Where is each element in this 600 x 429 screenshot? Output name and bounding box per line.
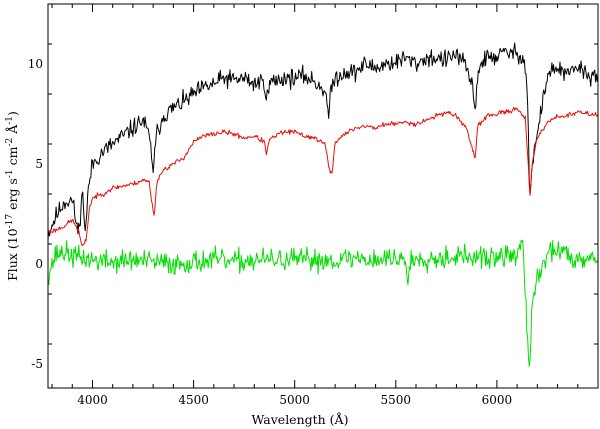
y-axis-title-exp4: -1 xyxy=(5,116,15,125)
plot-frame xyxy=(47,3,599,389)
observed-spectrum-line xyxy=(47,42,599,240)
residual-spectrum-line xyxy=(47,239,599,367)
x-tick-label: 5500 xyxy=(381,393,412,407)
series-group xyxy=(47,42,599,367)
y-axis: -5 0 5 10 xyxy=(28,43,598,371)
x-axis: 4000 4500 5000 5500 6000 xyxy=(51,4,599,407)
x-tick-label: 4500 xyxy=(178,393,209,407)
y-axis-title-end: ) xyxy=(5,111,20,116)
y-tick-label: 10 xyxy=(28,57,43,71)
y-axis-title-exp1: -17 xyxy=(5,214,15,229)
x-tick-label: 5000 xyxy=(279,393,310,407)
y-axis-title: Flux (10-17 erg s-1 cm-2 Å-1) xyxy=(5,111,20,281)
y-tick-label: 0 xyxy=(35,257,43,271)
y-axis-title-exp2: -1 xyxy=(5,169,15,178)
y-tick-label: 5 xyxy=(35,157,43,171)
y-axis-title-mid3: Å xyxy=(5,124,20,138)
y-tick-label: -5 xyxy=(31,357,43,371)
y-axis-title-exp3: -2 xyxy=(5,138,15,147)
y-axis-title-base: Flux (10 xyxy=(5,228,20,281)
x-tick-label: 6000 xyxy=(482,393,513,407)
model-spectrum-line xyxy=(47,106,599,247)
x-tick-label: 4000 xyxy=(77,393,108,407)
x-axis-title: Wavelength (Å) xyxy=(252,412,349,427)
y-axis-title-mid2: cm xyxy=(5,146,20,169)
y-axis-title-mid1: erg s xyxy=(5,178,20,214)
